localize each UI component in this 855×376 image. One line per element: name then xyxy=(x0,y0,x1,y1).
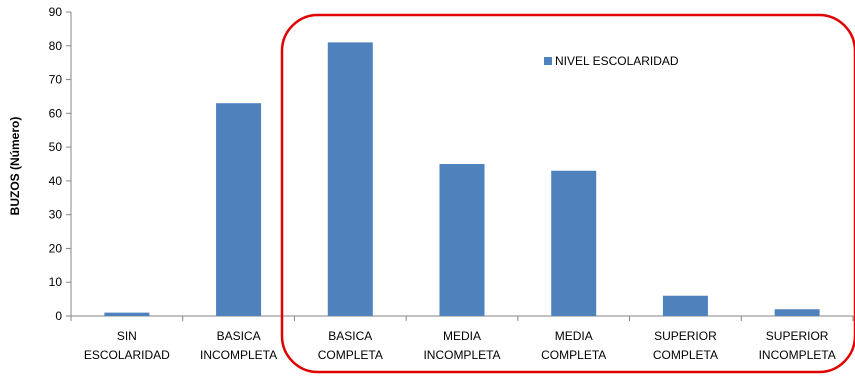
y-tick-label: 20 xyxy=(49,241,63,255)
category-label: SUPERIOR xyxy=(766,329,829,343)
category-label: COMPLETA xyxy=(541,348,606,362)
y-axis-title: BUZOS (Número) xyxy=(8,117,22,216)
y-tick-label: 90 xyxy=(49,5,63,19)
bar xyxy=(662,295,708,316)
y-tick-label: 60 xyxy=(49,106,63,120)
y-axis: 0 10 20 30 40 50 60 70 80 90 xyxy=(49,5,72,323)
bar xyxy=(104,312,150,316)
y-tick-label: 30 xyxy=(49,208,63,222)
category-label: INCOMPLETA xyxy=(759,348,836,362)
bar xyxy=(439,164,485,316)
highlight-box xyxy=(280,13,855,374)
legend-label: NIVEL ESCOLARIDAD xyxy=(555,54,679,68)
category-label: INCOMPLETA xyxy=(423,348,500,362)
legend: NIVEL ESCOLARIDAD xyxy=(544,54,679,68)
category-label: MEDIA xyxy=(555,329,593,343)
category-label: COMPLETA xyxy=(318,348,383,362)
bars xyxy=(104,42,820,317)
category-label: COMPLETA xyxy=(653,348,718,362)
category-label: INCOMPLETA xyxy=(200,348,277,362)
bar xyxy=(327,42,373,317)
category-labels: SIN ESCOLARIDAD BASICA INCOMPLETA BASICA COMP… xyxy=(84,329,836,362)
x-axis xyxy=(70,315,854,321)
category-label: MEDIA xyxy=(443,329,481,343)
bar xyxy=(551,170,597,316)
category-label: BASICA xyxy=(328,329,372,343)
y-tick-label: 0 xyxy=(55,309,62,323)
category-label: SUPERIOR xyxy=(654,329,717,343)
y-tick-label: 70 xyxy=(49,73,63,87)
bar xyxy=(774,309,820,316)
y-tick-label: 50 xyxy=(49,140,63,154)
legend-swatch xyxy=(544,57,552,65)
y-tick-label: 80 xyxy=(49,39,63,53)
y-tick-label: 40 xyxy=(49,174,63,188)
category-label: ESCOLARIDAD xyxy=(84,348,170,362)
bar xyxy=(216,103,262,316)
category-label: BASICA xyxy=(217,329,261,343)
category-label: SIN xyxy=(117,329,137,343)
y-tick-label: 10 xyxy=(49,275,63,289)
